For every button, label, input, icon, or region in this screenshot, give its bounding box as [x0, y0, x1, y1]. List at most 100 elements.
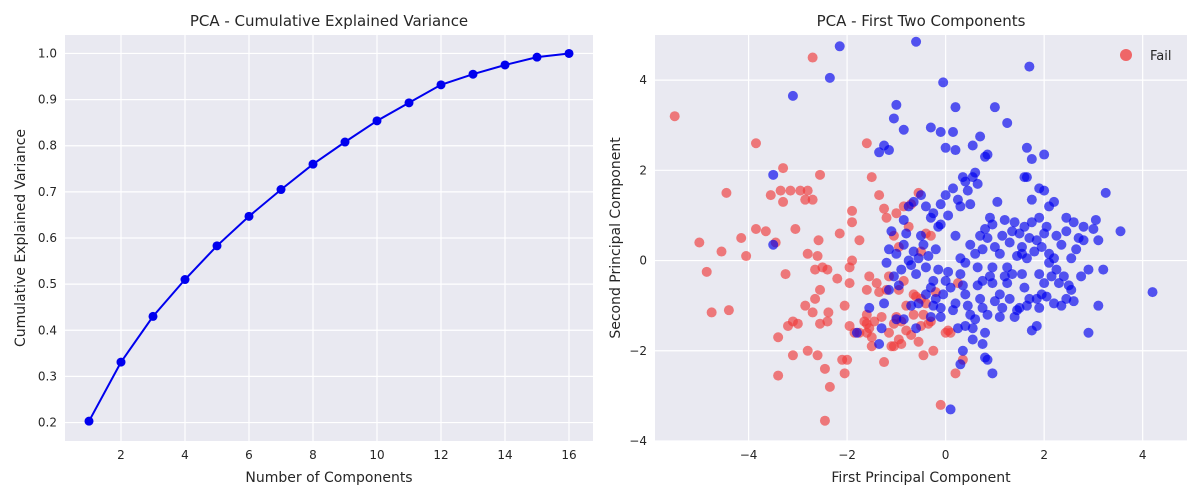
pass-point — [955, 201, 966, 212]
fail-point — [823, 307, 834, 318]
pass-point — [977, 244, 988, 255]
scatter-y-label: Second Principal Component — [608, 137, 624, 339]
fail-point — [935, 399, 946, 410]
fail-point — [824, 381, 835, 392]
pass-point — [911, 269, 922, 280]
pass-point — [883, 284, 894, 295]
pass-point — [920, 289, 931, 300]
pass-point — [955, 269, 966, 280]
pass-point — [933, 221, 944, 232]
pass-point — [908, 196, 919, 207]
fail-point — [866, 332, 877, 343]
fail-point — [812, 350, 823, 361]
fail-point — [839, 368, 850, 379]
pass-point — [1088, 223, 1099, 234]
pass-point — [960, 257, 971, 268]
fail-point — [883, 327, 894, 338]
fail-point — [723, 305, 734, 316]
pass-point — [787, 90, 798, 101]
y-tick-label: −4 — [629, 434, 647, 448]
y-tick-label: 0.4 — [38, 323, 57, 337]
pass-point — [938, 289, 949, 300]
fail-point — [815, 284, 826, 295]
pass-point — [1026, 325, 1037, 336]
variance-point — [180, 275, 190, 285]
pass-point — [888, 271, 899, 282]
fail-point — [891, 208, 902, 219]
pass-point — [1009, 311, 1020, 322]
pass-point — [888, 113, 899, 124]
variance-point — [212, 241, 222, 251]
pass-point — [994, 248, 1005, 259]
fail-point — [813, 235, 824, 246]
pass-point — [955, 359, 966, 370]
variance-point — [116, 357, 126, 367]
fail-point — [866, 172, 877, 183]
fail-point — [773, 370, 784, 381]
pass-point — [1019, 221, 1030, 232]
pass-point — [768, 239, 779, 250]
y-tick-label: −2 — [629, 344, 647, 358]
fail-point — [822, 316, 833, 327]
pass-point — [948, 126, 959, 137]
variance-point — [468, 69, 478, 79]
pass-point — [1083, 264, 1094, 275]
pass-point — [918, 239, 929, 250]
pass-point — [874, 147, 885, 158]
pass-point — [1024, 61, 1035, 72]
pass-point — [883, 244, 894, 255]
fail-point — [822, 264, 833, 275]
fail-point — [834, 228, 845, 239]
fail-point — [802, 185, 813, 196]
variance-point — [532, 52, 542, 62]
legend-marker — [1120, 49, 1132, 61]
pass-point — [1049, 196, 1059, 207]
variance-x-label: Number of Components — [245, 470, 412, 486]
variance-point — [276, 185, 286, 195]
pass-point — [999, 214, 1010, 225]
pass-point — [1029, 246, 1040, 257]
pass-point — [935, 126, 946, 137]
pass-point — [950, 145, 961, 156]
scatter-y-ticks: −4 −2 0 2 4 — [629, 73, 647, 448]
pass-point — [950, 102, 961, 113]
fail-point — [773, 332, 784, 343]
legend-label: Fail — [1150, 49, 1171, 64]
y-tick-label: 0.3 — [38, 369, 57, 383]
fail-point — [800, 194, 811, 205]
pass-point — [824, 72, 835, 83]
pass-point — [1009, 217, 1020, 228]
pass-point — [893, 280, 904, 291]
pass-point — [975, 293, 986, 304]
pass-point — [992, 196, 1003, 207]
fail-point — [815, 169, 826, 180]
pass-point — [1026, 217, 1037, 228]
pass-point — [980, 352, 991, 363]
fail-point — [701, 266, 712, 277]
pass-point — [1021, 142, 1032, 153]
pass-point — [920, 201, 931, 212]
pass-point — [911, 323, 922, 334]
fail-point — [750, 138, 761, 149]
fail-point — [716, 246, 727, 257]
x-tick-label: −2 — [838, 448, 856, 462]
pass-point — [1036, 242, 1047, 253]
pass-point — [1051, 264, 1062, 275]
y-tick-label: 2 — [639, 163, 647, 177]
pass-point — [896, 264, 907, 275]
pass-point — [960, 320, 971, 331]
fail-point — [869, 316, 880, 327]
variance-point — [404, 98, 414, 108]
scatter-x-ticks: −4 −2 0 2 4 — [740, 448, 1147, 462]
pass-point — [977, 275, 988, 286]
x-tick-label: 10 — [369, 448, 384, 462]
pass-point — [768, 169, 779, 180]
pass-point — [943, 266, 954, 277]
pass-point — [1147, 287, 1158, 298]
y-tick-label: 0 — [639, 254, 647, 268]
pass-point — [935, 199, 946, 210]
y-tick-label: 1.0 — [38, 46, 57, 60]
variance-point — [372, 116, 382, 126]
pass-point — [965, 199, 976, 210]
pass-point — [948, 183, 959, 194]
